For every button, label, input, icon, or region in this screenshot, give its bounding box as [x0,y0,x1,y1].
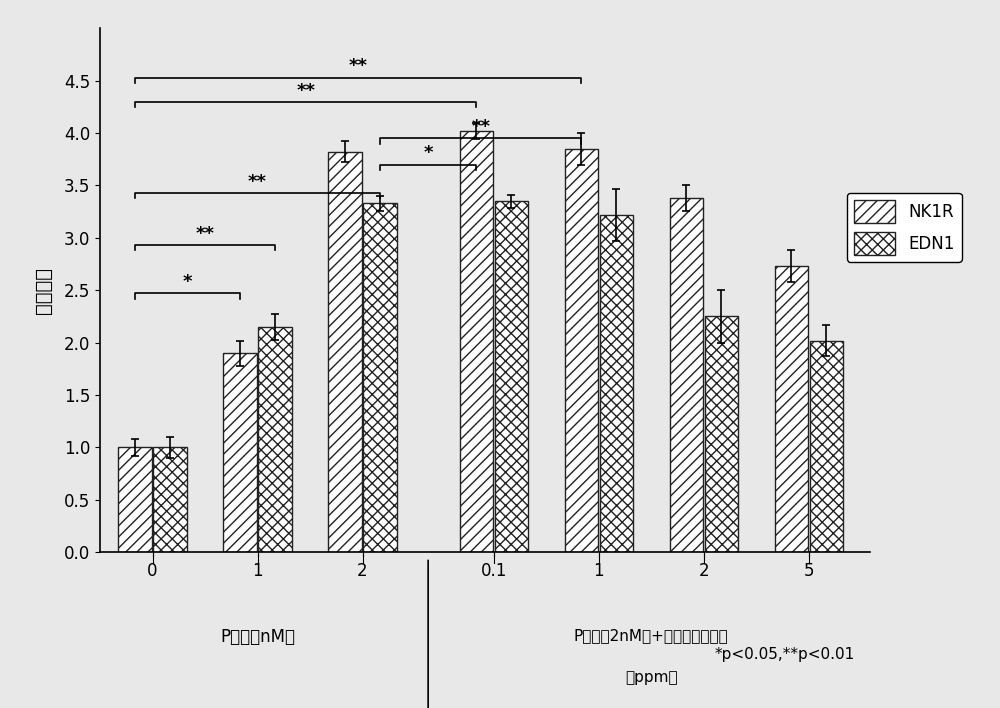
Bar [705,316,738,552]
Bar [460,131,493,552]
Text: P物质（2nM）+高山黄诹提取物: P物质（2nM）+高山黄诹提取物 [574,628,729,643]
Bar [810,341,843,552]
Text: **: ** [471,118,490,136]
Text: **: ** [196,225,214,243]
Bar [328,152,362,552]
Bar [223,353,257,552]
Bar [153,447,187,552]
Bar [363,203,397,552]
Bar [495,201,528,552]
Bar [258,327,292,552]
Bar [670,198,703,552]
Bar [775,266,808,552]
Text: *p<0.05,**p<0.01: *p<0.05,**p<0.01 [714,646,855,661]
Legend: NK1R, EDN1: NK1R, EDN1 [847,193,962,262]
Bar [600,215,633,552]
Text: *: * [183,273,192,291]
Text: **: ** [296,81,315,100]
Bar [118,447,152,552]
Text: **: ** [248,173,267,190]
Text: *: * [423,144,433,162]
Y-axis label: 基因表达: 基因表达 [34,267,53,314]
Text: **: ** [349,57,368,76]
Text: P物质（nM）: P物质（nM） [220,628,295,646]
Bar [565,149,598,552]
Text: （ppm）: （ppm） [625,670,678,685]
